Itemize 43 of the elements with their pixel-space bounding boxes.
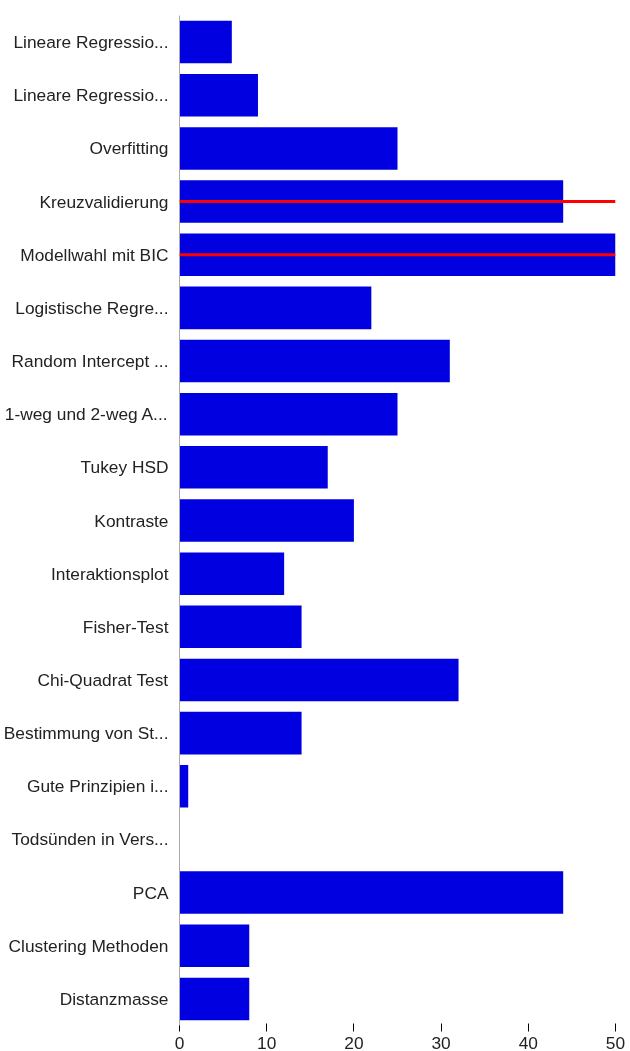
y-tick-label: Random Intercept ... xyxy=(11,351,169,372)
y-tick-label: Overfitting xyxy=(89,138,169,159)
y-tick-label: Todsünden in Vers... xyxy=(11,829,169,850)
bar xyxy=(179,233,616,276)
y-tick-label: Logistische Regre... xyxy=(15,297,169,318)
y-tick-label: Interaktionsplot xyxy=(50,563,169,584)
bar xyxy=(179,339,450,383)
x-tick-label: 30 xyxy=(431,1032,451,1051)
x-tick-label: 0 xyxy=(174,1032,185,1051)
y-tick-label: Distanzmasse xyxy=(59,988,169,1009)
y-tick-label: Bestimmung von St... xyxy=(3,723,169,744)
y-tick-label: Kreuzvalidierung xyxy=(39,191,169,212)
bar xyxy=(179,605,302,649)
bar xyxy=(179,658,459,702)
bar xyxy=(179,446,328,489)
x-tick-label: 10 xyxy=(257,1032,277,1051)
bar xyxy=(179,552,285,595)
y-tick-label: Kontraste xyxy=(94,510,169,531)
bar xyxy=(179,711,302,755)
bar xyxy=(179,180,564,223)
bar xyxy=(179,392,398,436)
y-tick-label: Lineare Regressio... xyxy=(13,32,169,53)
bar xyxy=(179,977,250,1021)
y-tick-label: Lineare Regressio... xyxy=(13,85,169,106)
y-tick-label: PCA xyxy=(132,882,169,903)
y-tick-label: Gute Prinzipien i... xyxy=(26,776,169,797)
y-tick-label: Fisher-Test xyxy=(82,616,169,637)
y-tick-label: Tukey HSD xyxy=(80,457,169,478)
bar xyxy=(179,499,354,542)
x-tick-label: 50 xyxy=(605,1032,626,1051)
bar xyxy=(179,73,258,117)
x-tick-label: 40 xyxy=(518,1032,538,1051)
y-tick-label: Modellwahl mit BIC xyxy=(20,244,169,265)
y-tick-label: Clustering Methoden xyxy=(8,935,169,956)
x-tick-label: 20 xyxy=(344,1032,364,1051)
bar xyxy=(179,765,189,808)
bar xyxy=(179,286,372,330)
y-tick-label: Chi-Quadrat Test xyxy=(37,669,169,690)
y-tick-label: 1-weg und 2-weg A... xyxy=(4,404,168,425)
bar xyxy=(179,871,564,914)
bar xyxy=(179,20,232,64)
bar xyxy=(179,924,250,968)
bar xyxy=(179,127,398,170)
